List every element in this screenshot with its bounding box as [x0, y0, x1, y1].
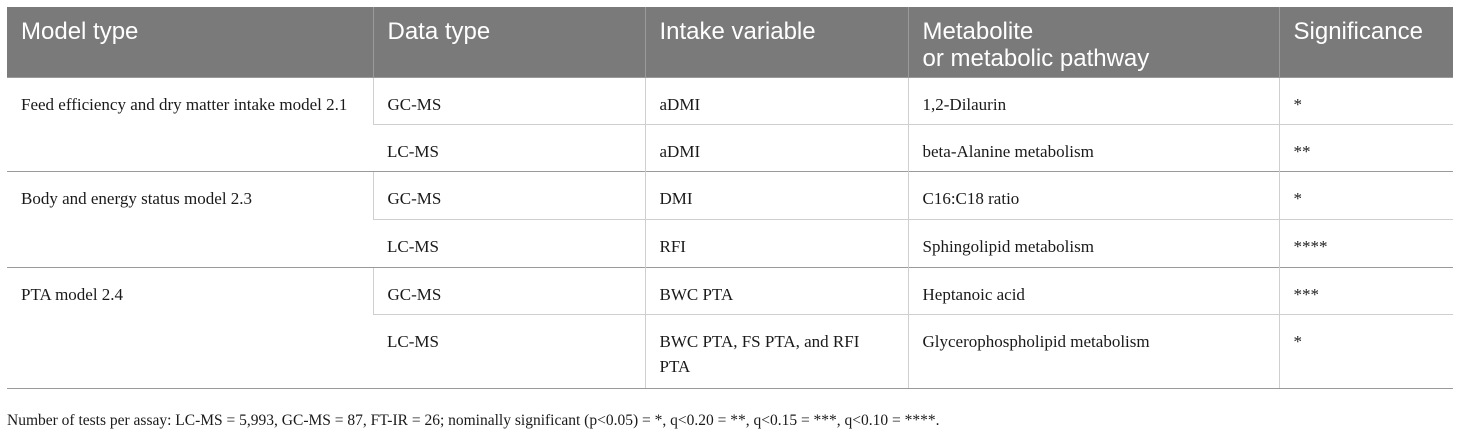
significance-cell: *	[1278, 76, 1453, 124]
data-type-cell: LC-MS	[373, 313, 645, 388]
header-intake-variable: Intake variable	[644, 7, 908, 77]
model-type-cell: Feed efficiency and dry matter intake mo…	[7, 76, 373, 171]
significance-cell: ***	[1278, 266, 1453, 314]
data-type-cell: GC-MS	[372, 266, 645, 314]
table-row: Feed efficiency and dry matter intake mo…	[7, 76, 1453, 171]
significance-cell: ****	[1278, 218, 1453, 267]
metabolite-cell: 1,2-Dilaurin	[907, 76, 1279, 124]
metabolite-cell: Heptanoic acid	[907, 266, 1279, 314]
data-type-cell: LC-MS	[373, 218, 645, 267]
significance-cell: *	[1278, 313, 1453, 388]
intake-variable-cell: BWC PTA, FS PTA, and RFI PTA	[644, 313, 908, 388]
table-header-row: Model type Data type Intake variable Met…	[7, 7, 1453, 77]
table-row: PTA model 2.4 GC-MS BWC PTA Heptanoic ac…	[7, 266, 1453, 388]
metabolite-cell: beta-Alanine metabolism	[907, 123, 1279, 171]
metabolite-cell: Sphingolipid metabolism	[907, 218, 1279, 267]
table-row: Body and energy status model 2.3 GC-MS D…	[7, 170, 1453, 267]
header-significance: Significance	[1278, 7, 1453, 77]
data-type-cell: GC-MS	[372, 76, 645, 124]
significance-cell: **	[1278, 123, 1453, 171]
intake-variable-cell: DMI	[644, 170, 908, 219]
intake-variable-cell: aDMI	[644, 123, 908, 171]
table-row: LC-MS aDMI beta-Alanine metabolism **	[7, 123, 1453, 171]
data-type-cell: LC-MS	[373, 123, 645, 171]
table-footnote: Number of tests per assay: LC-MS = 5,993…	[7, 412, 940, 429]
header-model-type: Model type	[7, 7, 373, 77]
model-type-cell: Body and energy status model 2.3	[7, 170, 373, 267]
intake-variable-cell: aDMI	[644, 76, 908, 124]
header-data-type: Data type	[372, 7, 645, 77]
data-type-cell: GC-MS	[372, 170, 645, 219]
metabolite-cell: Glycerophospholipid metabolism	[907, 313, 1279, 388]
intake-variable-cell: BWC PTA	[644, 266, 908, 314]
results-table: Model type Data type Intake variable Met…	[7, 7, 1453, 388]
metabolite-cell: C16:C18 ratio	[907, 170, 1279, 219]
model-type-cell: PTA model 2.4	[7, 266, 373, 388]
header-metabolite: Metabolite or metabolic pathway	[907, 7, 1279, 77]
intake-variable-cell: RFI	[644, 218, 908, 267]
table-row: LC-MS BWC PTA, FS PTA, and RFI PTA Glyce…	[7, 313, 1453, 388]
table-row: LC-MS RFI Sphingolipid metabolism ****	[7, 218, 1453, 267]
significance-cell: *	[1278, 170, 1453, 219]
results-table-container: Model type Data type Intake variable Met…	[7, 7, 1453, 389]
